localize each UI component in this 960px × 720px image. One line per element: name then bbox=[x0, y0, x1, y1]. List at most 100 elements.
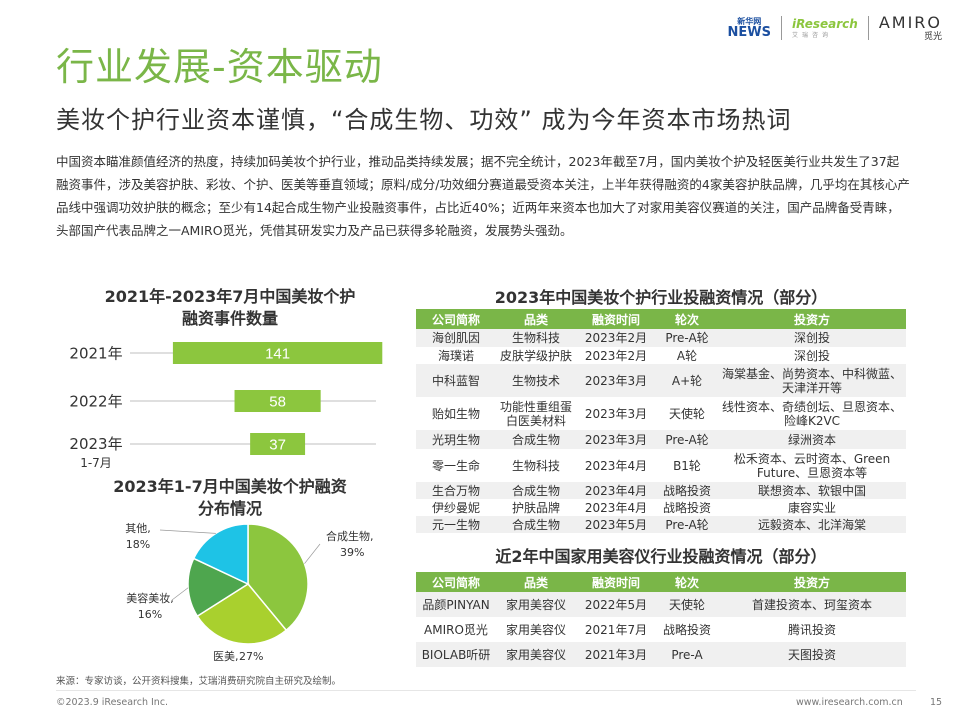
table-cell: 2023年5月 bbox=[576, 516, 656, 533]
beauty-investment-table: 公司简称 品类 融资时间 轮次 投资方 海创肌因 生物科技 2023年2月 Pre-A轮 深创投海… bbox=[416, 309, 906, 533]
table-cell: 2021年3月 bbox=[576, 642, 656, 667]
table-row: 中科蓝智 生物技术 2023年3月 A+轮 海棠基金、尚势资本、中科微蓝、天津洋开等 bbox=[416, 364, 906, 397]
table-cell: 战略投资 bbox=[656, 617, 718, 642]
pie-leader-line bbox=[171, 587, 189, 601]
table-cell: 海璞诺 bbox=[416, 347, 496, 364]
bar-2 bbox=[234, 390, 321, 412]
table-cell: AMIRO觅光 bbox=[416, 617, 496, 642]
table-cell: 绿洲资本 bbox=[718, 430, 906, 449]
amiro-logo-sub: 觅光 bbox=[923, 31, 942, 42]
table-cell: 家用美容仪 bbox=[496, 617, 576, 642]
table-cell: 2023年4月 bbox=[576, 482, 656, 499]
table-cell: 皮肤学级护肤 bbox=[496, 347, 576, 364]
table-row: 海创肌因 生物科技 2023年2月 Pre-A轮 深创投 bbox=[416, 329, 906, 347]
table-header-cell: 轮次 bbox=[656, 572, 718, 592]
table-header-cell: 公司简称 bbox=[416, 309, 496, 329]
footer-divider bbox=[56, 690, 916, 691]
bar-value-label: 37 bbox=[269, 437, 286, 454]
pie-slice-percent: 18% bbox=[126, 538, 150, 551]
table-cell: 2023年2月 bbox=[576, 347, 656, 364]
bar-3 bbox=[250, 433, 306, 455]
iresearch-logo-text: iResearch bbox=[791, 16, 858, 31]
iresearch-logo: iResearch 艾瑞咨询 bbox=[792, 18, 858, 39]
table-cell: 生合万物 bbox=[416, 482, 496, 499]
iresearch-logo-sub: 艾瑞咨询 bbox=[791, 31, 832, 39]
table-cell: 海棠基金、尚势资本、中科微蓝、天津洋开等 bbox=[718, 364, 906, 397]
table-cell: A+轮 bbox=[656, 364, 718, 397]
table-cell: 2021年7月 bbox=[576, 617, 656, 642]
intro-paragraph: 中国资本瞄准颜值经济的热度，持续加码美妆个护行业，推动品类持续发展；据不完全统计… bbox=[56, 154, 910, 238]
table-cell: 康容实业 bbox=[718, 499, 906, 516]
table-cell: 2022年5月 bbox=[576, 592, 656, 617]
table-cell: 2023年2月 bbox=[576, 329, 656, 347]
table-cell: 深创投 bbox=[718, 329, 906, 347]
table-cell: Pre-A轮 bbox=[656, 329, 718, 347]
table-cell: 伊纱曼妮 bbox=[416, 499, 496, 516]
table-cell: Pre-A轮 bbox=[656, 430, 718, 449]
news-logo-text: NEWS bbox=[727, 24, 771, 40]
table-header-cell: 融资时间 bbox=[576, 309, 656, 329]
table-cell: 护肤品牌 bbox=[496, 499, 576, 516]
device-investment-table: 公司简称 品类 融资时间 轮次 投资方 品颜PINYAN 家用美容仪 2022年5月 天使轮 首建… bbox=[416, 572, 906, 667]
table-cell: 深创投 bbox=[718, 347, 906, 364]
pie-chart-title-line2: 分布情况 bbox=[197, 499, 262, 518]
copyright: ©2023.9 iResearch Inc. bbox=[56, 697, 169, 708]
xinhua-news-logo: 新华网 NEWS bbox=[727, 16, 771, 40]
table-header-cell: 公司简称 bbox=[416, 572, 496, 592]
pie-chart-title: 2023年1-7月中国美妆个护融资 分布情况 bbox=[60, 476, 400, 520]
page-title: 行业发展-资本驱动 bbox=[56, 45, 383, 89]
pie-slice-label: 医美, bbox=[213, 650, 239, 663]
table-header-row: 公司简称 品类 融资时间 轮次 投资方 bbox=[416, 309, 906, 329]
table-cell: 合成生物 bbox=[496, 430, 576, 449]
table-cell: 战略投资 bbox=[656, 499, 718, 516]
pie-slice-label: 美容美妆, bbox=[126, 591, 174, 605]
table-row: 元一生物 合成生物 2023年5月 Pre-A轮 远毅资本、北洋海棠 bbox=[416, 516, 906, 533]
table-cell: Pre-A轮 bbox=[656, 516, 718, 533]
financing-distribution-pie-chart: 合成生物, 39% 医美, 27% 美容美妆, 16% 其他, 18% bbox=[125, 522, 373, 663]
pie-slice-label: 其他, bbox=[125, 522, 151, 535]
bar-category-label: 2021年 bbox=[69, 345, 122, 363]
pie-slice-percent: 27% bbox=[239, 650, 263, 663]
page-number: 15 bbox=[930, 697, 943, 708]
pie-chart-title-line1: 2023年1-7月中国美妆个护融资 bbox=[113, 477, 347, 496]
xinhua-logo-text: 新华网 bbox=[737, 16, 762, 26]
table-row: 光玥生物 合成生物 2023年3月 Pre-A轮 绿洲资本 bbox=[416, 430, 906, 449]
table-cell: 生物科技 bbox=[496, 329, 576, 347]
website: www.iresearch.com.cn bbox=[796, 697, 903, 708]
source-note: 来源：专家访谈，公开资料搜集，艾瑞消费研究院自主研究及绘制。 bbox=[56, 676, 342, 687]
table-cell: 生物技术 bbox=[496, 364, 576, 397]
bar-category-label: 2023年 bbox=[69, 435, 122, 453]
table-cell: 2023年3月 bbox=[576, 364, 656, 397]
table-cell: 家用美容仪 bbox=[496, 642, 576, 667]
table-cell: 天图投资 bbox=[718, 642, 906, 667]
pie-slice-1 bbox=[247, 523, 309, 632]
table-cell: 光玥生物 bbox=[416, 430, 496, 449]
table-cell: 松禾资本、云时资本、Green Future、旦恩资本等 bbox=[718, 449, 906, 482]
bar-value-label: 141 bbox=[265, 346, 290, 363]
bar-1 bbox=[172, 342, 383, 364]
table-cell: 2023年4月 bbox=[576, 499, 656, 516]
table-cell: 首建投资本、珂玺资本 bbox=[718, 592, 906, 617]
beauty-investment-table-title: 2023年中国美妆个护行业投融资情况（部分） bbox=[494, 288, 828, 307]
table-row: 生合万物 合成生物 2023年4月 战略投资 联想资本、软银中国 bbox=[416, 482, 906, 499]
table-cell: 2023年3月 bbox=[576, 430, 656, 449]
table-cell: 战略投资 bbox=[656, 482, 718, 499]
table-row: 海璞诺 皮肤学级护肤 2023年2月 A轮 深创投 bbox=[416, 347, 906, 364]
amiro-logo: AMIRO 觅光 bbox=[878, 12, 942, 42]
page-subtitle: 美妆个护行业资本谨慎，“合成生物、功效” 成为今年资本市场热词 bbox=[56, 106, 792, 134]
bar-chart-title-line1: 2021年-2023年7月中国美妆个护 bbox=[104, 287, 356, 306]
table-cell: 零一生命 bbox=[416, 449, 496, 482]
pie-slice-4 bbox=[192, 523, 249, 586]
table-row: BIOLAB听研 家用美容仪 2021年3月 Pre-A 天图投资 bbox=[416, 642, 906, 667]
table-cell: 品颜PINYAN bbox=[416, 592, 496, 617]
table-cell: 2023年4月 bbox=[576, 449, 656, 482]
table-header-cell: 品类 bbox=[496, 309, 576, 329]
amiro-logo-text: AMIRO bbox=[878, 12, 942, 32]
table-row: 伊纱曼妮 护肤品牌 2023年4月 战略投资 康容实业 bbox=[416, 499, 906, 516]
table-cell: A轮 bbox=[656, 347, 718, 364]
table-cell: 功能性重组蛋白医美材料 bbox=[496, 397, 576, 430]
table-row: AMIRO觅光 家用美容仪 2021年7月 战略投资 腾讯投资 bbox=[416, 617, 906, 642]
table-header-cell: 投资方 bbox=[718, 309, 906, 329]
table-row: 品颜PINYAN 家用美容仪 2022年5月 天使轮 首建投资本、珂玺资本 bbox=[416, 592, 906, 617]
financing-count-bar-chart: 141 2021年 58 2022年 37 2023年 1-7月 bbox=[69, 342, 383, 470]
